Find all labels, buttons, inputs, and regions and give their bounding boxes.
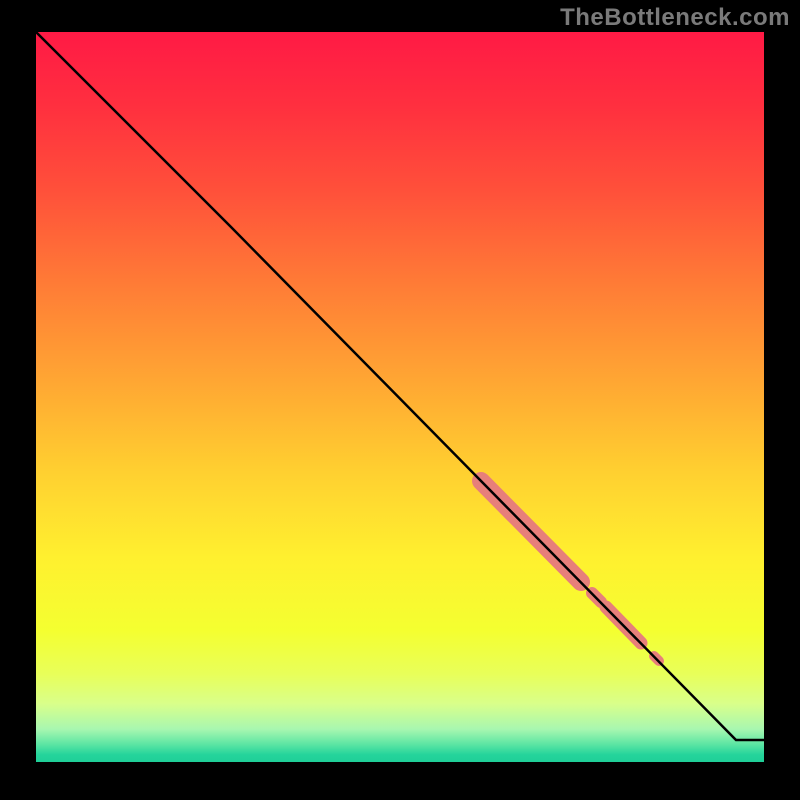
gradient-plot-panel [36, 32, 764, 762]
stage: TheBottleneck.com [0, 0, 800, 800]
watermark-text: TheBottleneck.com [560, 4, 790, 32]
